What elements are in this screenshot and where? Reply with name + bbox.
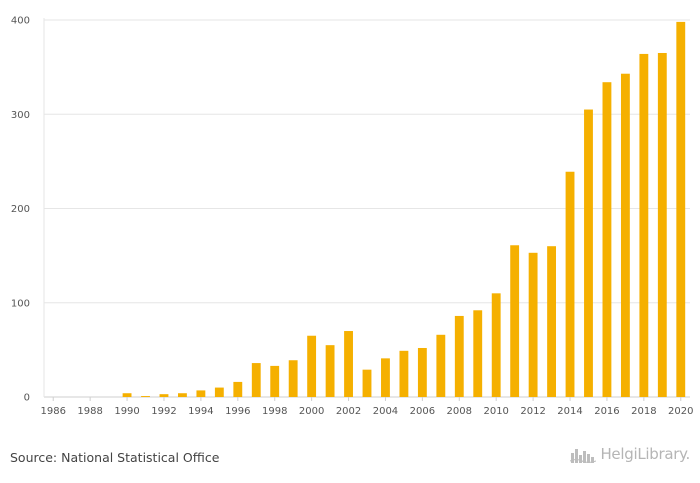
bar-2002: [344, 331, 353, 397]
x-tick-label: 1986: [41, 406, 66, 417]
y-tick-label: 400: [11, 16, 30, 27]
x-tick-label: 2006: [410, 406, 435, 417]
bar-2009: [473, 310, 483, 397]
bar-2007: [436, 334, 446, 397]
x-tick-label: 1988: [77, 406, 102, 417]
bar-1994: [196, 390, 206, 397]
bar-2008: [454, 315, 464, 397]
bar-2019: [657, 52, 667, 398]
bar-1995: [214, 387, 224, 397]
bar-2016: [602, 82, 612, 397]
bar-1996: [233, 381, 243, 397]
bar-2018: [639, 53, 649, 398]
bar-2004: [381, 358, 390, 397]
bar-2003: [362, 369, 372, 397]
bar-1991: [141, 396, 150, 397]
bar-2017: [620, 73, 630, 397]
city-skyline-icon: [570, 449, 597, 463]
bar-2012: [528, 252, 538, 397]
bar-2006: [417, 347, 427, 397]
bar-1992: [159, 394, 169, 397]
x-tick-label: 2002: [336, 406, 361, 417]
x-tick-label: 2012: [520, 406, 545, 417]
gridlines: [43, 18, 690, 398]
y-tick-label: 0: [24, 393, 30, 404]
bar-2005: [399, 350, 409, 397]
bar-2010: [491, 293, 501, 397]
x-tick-label: 1992: [151, 406, 176, 417]
x-tick-label: 1994: [188, 406, 213, 417]
x-tick-label: 1998: [262, 406, 287, 417]
bar-1998: [270, 365, 280, 397]
bar-1993: [177, 393, 187, 397]
x-tick-label: 2000: [299, 406, 324, 417]
y-axis: 0 100 200 300 400: [11, 16, 30, 404]
y-tick-label: 100: [11, 298, 30, 309]
bar-2015: [584, 109, 593, 397]
bar-1990: [122, 393, 132, 397]
bar-2001: [325, 345, 335, 397]
x-tick-label: 1990: [114, 406, 139, 417]
bars: [122, 21, 686, 398]
y-tick-label: 300: [11, 110, 30, 121]
x-tick-label: 2008: [447, 406, 472, 417]
x-tick-label: 2010: [483, 406, 508, 417]
bar-2020: [676, 21, 686, 397]
bar-2000: [307, 335, 317, 397]
x-tick-label: 2016: [594, 406, 619, 417]
x-tick-label: 1996: [225, 406, 250, 417]
bar-2011: [510, 245, 520, 397]
x-tick-label: 2004: [373, 406, 398, 417]
y-tick-label: 200: [11, 204, 30, 215]
source-note: Source: National Statistical Office: [10, 450, 220, 465]
x-tick-label: 2020: [668, 406, 693, 417]
x-tick-label: 2018: [631, 406, 656, 417]
bar-2014: [565, 171, 575, 397]
brand-name: HelgiLibrary.: [600, 445, 690, 463]
bar-1999: [288, 360, 298, 397]
brand-logo: HelgiLibrary.: [570, 445, 690, 463]
x-axis: 1986 1988 1990 1992 1994 1996 1998 2000 2002 2004…: [41, 397, 693, 417]
bar-2013: [547, 246, 557, 397]
x-tick-label: 2014: [557, 406, 582, 417]
bar-1997: [251, 363, 261, 397]
